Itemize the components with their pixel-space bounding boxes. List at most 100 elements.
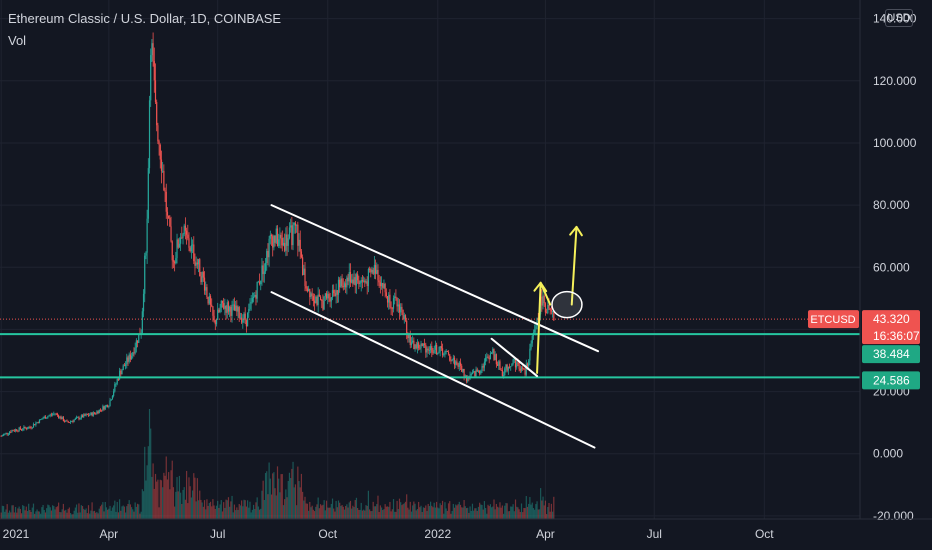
candle-body — [536, 318, 538, 327]
trend-drawings[interactable] — [270, 204, 600, 449]
lower-level-value: 24.586 — [873, 373, 910, 387]
candle-body — [548, 304, 550, 309]
volume-bar — [401, 505, 403, 519]
volume-bar — [519, 511, 521, 519]
volume-bar — [165, 456, 167, 519]
candle-body — [529, 348, 531, 361]
candle-body — [50, 414, 53, 416]
retest-circle[interactable] — [551, 290, 583, 319]
channel-upper-line[interactable] — [270, 204, 600, 353]
volume-bar — [138, 504, 140, 519]
channel-lower-line[interactable] — [270, 291, 596, 449]
volume-bar — [68, 507, 70, 519]
candle-body — [189, 247, 191, 252]
candle-body — [329, 298, 331, 302]
volume-bar — [146, 465, 148, 519]
candle-body — [152, 43, 154, 62]
candle-body — [406, 320, 408, 335]
candle-body — [525, 363, 527, 375]
candle-body — [153, 61, 155, 81]
candle-body — [115, 383, 117, 385]
time-axis[interactable]: 2021 Apr Jul Oct 2022 Apr Jul Oct — [0, 518, 932, 541]
volume-bar — [445, 508, 447, 519]
volume-bar — [224, 507, 226, 519]
volume-bar — [376, 504, 378, 519]
volume-bar — [10, 512, 12, 519]
volume-bar — [96, 511, 98, 519]
volume-bar — [512, 504, 514, 519]
volume-bar — [182, 489, 184, 519]
volume-bar — [109, 505, 111, 519]
candle-body — [174, 261, 176, 264]
volume-bar — [191, 490, 194, 519]
volume-bar — [390, 511, 392, 519]
candle-body — [367, 268, 370, 287]
candle-body — [414, 344, 416, 350]
candle-body — [181, 237, 183, 239]
breakout-arrowhead[interactable] — [533, 281, 548, 293]
volume-bar — [310, 507, 312, 519]
volume-bar — [354, 500, 356, 519]
candle-body — [60, 416, 62, 420]
candle-body — [219, 307, 221, 312]
volume-bar — [441, 500, 444, 519]
candle-body — [495, 354, 497, 365]
volume-bar — [0, 512, 2, 519]
volume-bar — [254, 509, 256, 519]
candle-body — [133, 352, 135, 354]
volume-bar — [296, 505, 298, 519]
candle-body — [177, 239, 179, 248]
candle-body — [434, 344, 436, 350]
candle-body — [376, 269, 378, 274]
volume-bar — [456, 505, 458, 519]
volume-bar — [275, 495, 277, 519]
candle-body — [433, 349, 435, 354]
volume-bar — [395, 511, 397, 519]
candle-body — [239, 317, 242, 319]
candle-body — [302, 257, 304, 275]
candle-body — [483, 361, 486, 368]
candle-body — [401, 306, 403, 310]
volume-bar — [449, 501, 451, 519]
volume-bar — [215, 505, 218, 519]
candle-body — [321, 299, 323, 301]
volume-bar — [225, 499, 227, 519]
candle-body — [162, 170, 164, 172]
currency-button[interactable]: USD — [885, 9, 913, 27]
flag-upper-line[interactable] — [490, 337, 539, 378]
volume-bar — [414, 503, 416, 519]
candle-body — [249, 303, 251, 309]
volume-bar — [440, 505, 442, 519]
volume-bar — [269, 478, 271, 519]
volume-bar — [317, 497, 319, 519]
candle-body — [400, 306, 402, 313]
candle-body — [7, 433, 9, 435]
target-arrow-line[interactable] — [570, 225, 578, 306]
volume-bar — [256, 497, 258, 519]
candle-body — [339, 279, 341, 288]
volume-bar — [99, 506, 102, 519]
volume-bar — [201, 502, 203, 519]
volume-bar — [443, 513, 445, 519]
candle-body — [481, 366, 483, 371]
volume-bar — [257, 506, 259, 519]
candle-body — [310, 293, 312, 298]
target-arrowhead[interactable] — [569, 225, 583, 237]
candle-body — [476, 369, 478, 372]
candle-body — [288, 227, 291, 239]
candle-body — [452, 357, 454, 360]
time-tick-label: Oct — [755, 527, 774, 541]
volume-bar — [231, 495, 233, 519]
candle-body — [34, 424, 36, 426]
candle-body — [435, 344, 438, 354]
candle-body — [546, 312, 548, 314]
volume-bar — [336, 507, 338, 519]
horizontal-levels[interactable] — [0, 318, 860, 379]
volume-bar — [367, 490, 370, 519]
volume-bar — [485, 507, 487, 519]
volume-bar — [147, 446, 149, 519]
breakout-line[interactable] — [536, 281, 542, 374]
volume-bar — [75, 504, 78, 519]
candle-body — [171, 241, 173, 261]
